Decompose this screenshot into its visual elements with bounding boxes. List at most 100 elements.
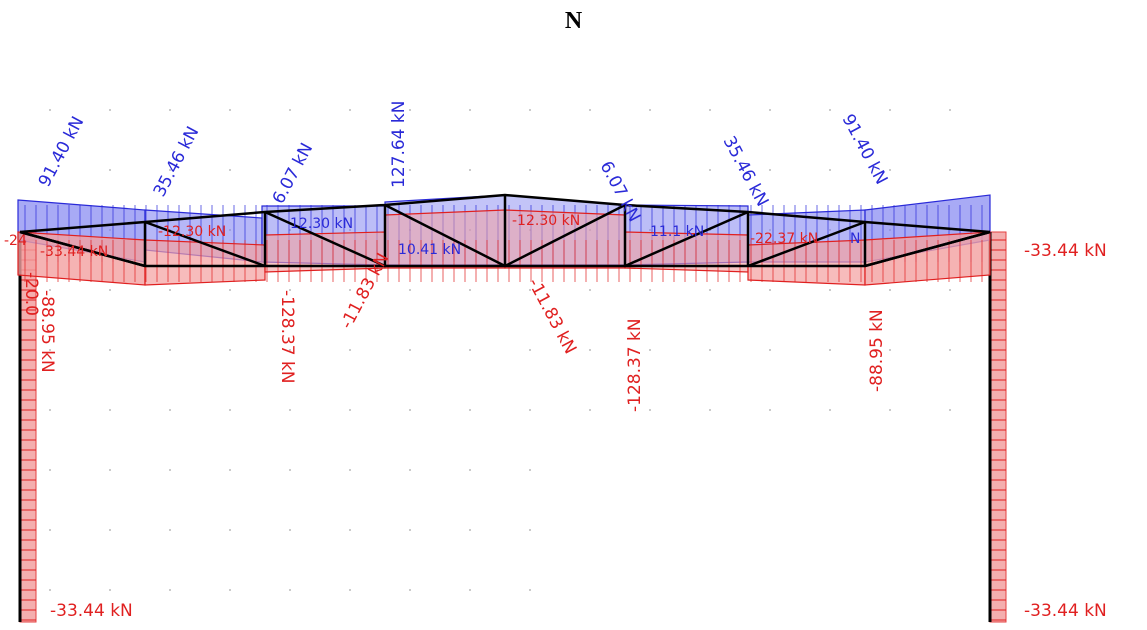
grid-dot xyxy=(409,289,411,291)
grid-dot xyxy=(949,109,951,111)
grid-dot xyxy=(529,469,531,471)
label-mid-10: 10.41 kN xyxy=(398,242,461,258)
grid-dot xyxy=(949,349,951,351)
label-col-left-bottom: -33.44 kN xyxy=(50,601,133,621)
grid-dot xyxy=(469,469,471,471)
grid-dot xyxy=(469,589,471,591)
grid-dot xyxy=(529,349,531,351)
grid-dot xyxy=(229,589,231,591)
grid-dot xyxy=(49,589,51,591)
grid-dot xyxy=(169,529,171,531)
grid-dot xyxy=(529,289,531,291)
bottom-chord-compression xyxy=(17,209,991,286)
grid-dot xyxy=(469,529,471,531)
grid-dot xyxy=(709,109,711,111)
grid-dot xyxy=(349,469,351,471)
grid-dot xyxy=(829,289,831,291)
grid-dot xyxy=(409,109,411,111)
grid-dot xyxy=(589,109,591,111)
grid-dot xyxy=(49,529,51,531)
label-bot-88-right: -88.95 kN xyxy=(867,309,887,392)
grid-dot xyxy=(409,349,411,351)
label-top-35-right: 35.46 kN xyxy=(719,133,773,210)
grid-dot xyxy=(769,349,771,351)
grid-dot xyxy=(229,469,231,471)
truss-frame xyxy=(19,193,991,268)
grid-dot xyxy=(769,409,771,411)
grid-dot xyxy=(109,349,111,351)
label-bot-128-right: -128.37 kN xyxy=(625,318,645,412)
grid-dot xyxy=(829,109,831,111)
grid-dot xyxy=(49,289,51,291)
grid-dot xyxy=(289,469,291,471)
grid-dot xyxy=(349,109,351,111)
grid-dot xyxy=(49,469,51,471)
grid-dot xyxy=(169,469,171,471)
grid-dot xyxy=(109,589,111,591)
label-top-127: 127.64 kN xyxy=(389,101,409,188)
grid-dot xyxy=(49,349,51,351)
grid-dot xyxy=(469,109,471,111)
grid-dot xyxy=(229,109,231,111)
label-top-91-right: 91.40 kN xyxy=(838,111,892,188)
grid-dot xyxy=(529,109,531,111)
grid-dot xyxy=(529,169,531,171)
grid-dot xyxy=(949,289,951,291)
grid-dot xyxy=(649,289,651,291)
label-bot-128-left: -128.37 kN xyxy=(277,290,297,384)
grid-dot xyxy=(769,169,771,171)
grid-dot xyxy=(289,289,291,291)
grid-dot xyxy=(349,589,351,591)
grid-dot xyxy=(289,169,291,171)
label-col-right-bottom: -33.44 kN xyxy=(1024,601,1107,621)
grid-dot xyxy=(409,409,411,411)
grid-dot xyxy=(49,409,51,411)
label-bot-88-left: -88.95 kN xyxy=(37,290,57,373)
label-mid-minus22: -22.37 kN xyxy=(750,231,818,247)
grid-dot xyxy=(649,169,651,171)
grid-dot xyxy=(469,409,471,411)
grid-dot xyxy=(109,109,111,111)
grid-dot xyxy=(469,289,471,291)
grid-dot xyxy=(649,109,651,111)
grid-dot xyxy=(349,169,351,171)
grid-dot xyxy=(289,589,291,591)
right-column-diagram xyxy=(988,231,1007,623)
grid-dot xyxy=(589,409,591,411)
label-mid-minus12-left: -12.30 kN xyxy=(158,224,226,240)
grid-dot xyxy=(709,289,711,291)
grid-dot xyxy=(409,529,411,531)
grid-dot xyxy=(709,349,711,351)
grid-dot xyxy=(829,169,831,171)
grid-dot xyxy=(169,589,171,591)
grid-dot xyxy=(649,349,651,351)
label-mid-minus33: -33.44 kN xyxy=(40,244,108,260)
grid-dot xyxy=(889,349,891,351)
grid-dot xyxy=(889,289,891,291)
grid-dot xyxy=(109,289,111,291)
grid-dot xyxy=(589,349,591,351)
grid-dot xyxy=(229,349,231,351)
grid-dot xyxy=(829,409,831,411)
grid-dot xyxy=(949,409,951,411)
grid-dot xyxy=(529,589,531,591)
label-mid-n: N xyxy=(850,231,860,247)
grid-dot xyxy=(289,349,291,351)
grid-dot xyxy=(349,289,351,291)
grid-dot xyxy=(289,109,291,111)
grid-dot xyxy=(109,169,111,171)
grid-dot xyxy=(229,169,231,171)
grid-dot xyxy=(409,589,411,591)
grid-dot xyxy=(49,109,51,111)
grid-dot xyxy=(349,409,351,411)
grid-dot xyxy=(349,529,351,531)
label-mid-12: 12.30 kN xyxy=(290,216,353,232)
grid-dot xyxy=(229,529,231,531)
grid-dot xyxy=(889,169,891,171)
grid-dot xyxy=(169,109,171,111)
grid-dot xyxy=(109,409,111,411)
grid-dot xyxy=(169,349,171,351)
grid-dot xyxy=(829,349,831,351)
label-top-91-left: 91.40 kN xyxy=(35,113,89,190)
label-col-right-top: -33.44 kN xyxy=(1024,241,1107,261)
